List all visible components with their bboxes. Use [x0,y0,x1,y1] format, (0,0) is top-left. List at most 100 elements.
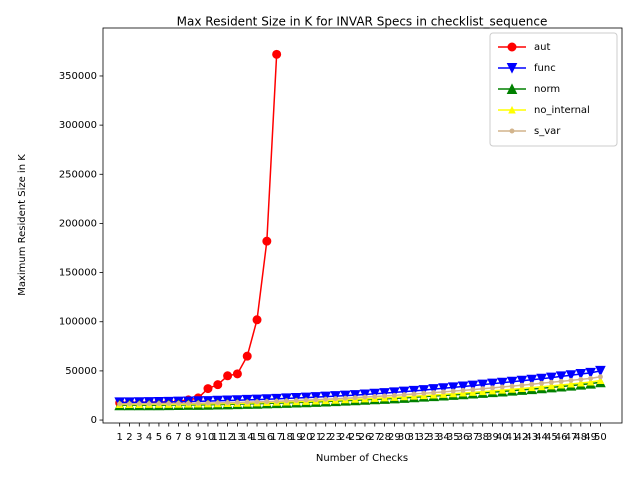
point [117,401,123,407]
point [323,396,329,402]
legend-label: no_internal [534,105,590,116]
point [526,374,538,386]
legend-marker [506,63,518,74]
point [176,400,182,406]
x-tick-label: 45 [545,432,558,443]
point [460,387,466,393]
point [398,386,410,398]
point [440,389,446,395]
point [516,375,528,387]
point [489,385,495,391]
x-tick-label: 40 [496,432,509,443]
x-tick-label: 48 [574,432,587,443]
legend-marker [509,128,515,134]
point [597,374,603,380]
point [223,371,233,381]
point [498,385,507,394]
point [447,382,459,394]
point [547,381,556,390]
point [467,380,479,392]
x-tick-label: 28 [378,432,391,443]
y-axis-label: Maximum Resident Size in K [17,154,28,296]
x-tick-label: 3 [136,432,142,443]
point [408,385,420,397]
point [470,387,476,393]
x-tick-label: 23 [329,432,342,443]
point [252,315,262,325]
point [274,398,280,404]
point [508,385,516,393]
x-tick-label: 25 [349,432,362,443]
x-tick-label: 2 [126,432,132,443]
x-tick-label: 15 [251,432,264,443]
x-tick-label: 31 [408,432,421,443]
point [588,375,594,381]
x-axis-label: Number of Checks [316,453,408,464]
point [428,384,439,395]
x-tick-label: 36 [457,432,470,443]
point [234,399,240,405]
x-tick-label: 18 [280,432,293,443]
point [213,380,223,390]
x-tick-label: 22 [319,432,332,443]
series-line [119,54,278,404]
legend-box [489,32,618,147]
point [352,395,358,401]
point [450,388,456,394]
x-tick-label: 34 [437,432,450,443]
point [548,379,554,385]
point [401,392,407,398]
x-tick-label: 43 [525,432,538,443]
point [389,387,400,399]
y-tick-label: 150000 [59,268,97,279]
point [126,401,132,407]
point [557,380,565,389]
x-tick-label: 27 [368,432,381,443]
point [262,236,272,246]
point [225,400,231,406]
point [546,372,557,384]
point [185,400,191,406]
point [480,386,486,392]
x-tick-label: 37 [467,432,480,443]
point [529,381,535,387]
point [595,365,606,377]
legend-label: func [534,63,556,74]
point [567,379,575,388]
point [362,394,368,400]
point [575,369,587,380]
point [536,373,547,385]
point [496,377,508,389]
point [585,367,596,379]
point [293,397,299,403]
x-tick-label: 11 [211,432,224,443]
point [146,401,152,407]
x-tick-label: 42 [516,432,529,443]
point [488,386,497,395]
x-tick-label: 26 [359,432,372,443]
point [459,388,467,397]
point [449,389,458,398]
x-tick-label: 17 [270,432,283,443]
point [195,400,201,406]
point [232,369,242,379]
point [242,351,252,361]
x-tick-label: 21 [310,432,323,443]
point [264,399,270,405]
x-tick-label: 32 [417,432,430,443]
x-tick-label: 10 [202,432,215,443]
point [333,396,339,402]
point [537,382,546,391]
x-tick-label: 47 [565,432,578,443]
point [313,397,319,403]
x-tick-label: 8 [185,432,191,443]
x-tick-label: 16 [260,432,273,443]
point [478,387,487,396]
point [254,399,260,405]
point [411,391,417,397]
x-tick-label: 29 [388,432,401,443]
legend-marker [506,83,518,94]
x-tick-label: 5 [156,432,162,443]
point [391,392,397,398]
